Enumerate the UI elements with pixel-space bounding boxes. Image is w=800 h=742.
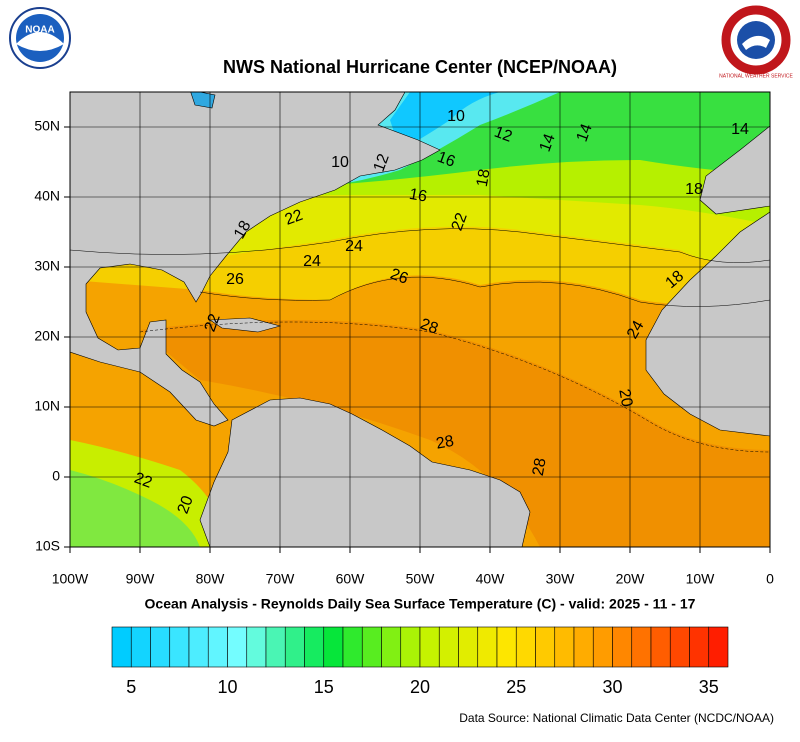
lon-label: 50W: [406, 571, 436, 587]
contour-label: 22: [132, 470, 155, 492]
contour-label: 28: [418, 316, 441, 338]
source: Data Source: National Climatic Data Cent…: [459, 711, 774, 725]
contour-label: 26: [226, 271, 244, 288]
colorbar-box: [150, 626, 171, 668]
contour-label: 22: [449, 211, 471, 234]
colorbar-box: [650, 626, 671, 668]
caption: Ocean Analysis - Reynolds Daily Sea Surf…: [145, 596, 696, 612]
colorbar-box: [304, 626, 325, 668]
lon-label: 90W: [126, 571, 156, 587]
colorbar-box: [400, 626, 421, 668]
contour-label: 28: [530, 457, 550, 478]
colorbar-label: 10: [217, 677, 237, 697]
colorbar-box: [265, 626, 286, 668]
contour-label: 12: [371, 152, 393, 175]
colorbar-label: 25: [506, 677, 526, 697]
contour-label: 20: [175, 494, 197, 517]
colorbar-box: [592, 626, 613, 668]
grid: 50N 40N 30N 20N 10N 0 10S 100W 90W 80W 70W 60W 50W 40…: [34, 92, 774, 587]
contour-label: 24: [303, 253, 321, 270]
colorbar-box: [130, 626, 151, 668]
colorbar-box: [438, 626, 459, 668]
colorbar-box: [554, 626, 575, 668]
contour-label: 14: [731, 121, 749, 138]
logo-text: NATIONAL WEATHER SERVICE: [719, 73, 793, 79]
colorbar-box: [246, 626, 267, 668]
colorbar-box: [515, 626, 536, 668]
colorbar-box: [535, 626, 556, 668]
colorbar-box: [689, 626, 710, 668]
logo-text: NOAA: [25, 25, 54, 36]
lon-label: 80W: [196, 571, 226, 587]
lon-label: 0: [766, 571, 774, 587]
contour-label: 26: [388, 266, 411, 288]
colorbar-box: [708, 626, 729, 668]
colorbar-box: [458, 626, 479, 668]
contour-label: 14: [537, 132, 559, 155]
colorbar-box: [323, 626, 344, 668]
contour-label: 24: [345, 238, 363, 255]
lat-label: 10N: [34, 398, 60, 414]
colorbar-box: [342, 626, 363, 668]
contour-label: 18: [685, 181, 703, 198]
contour-label: 18: [474, 168, 494, 189]
colorbar-box: [496, 626, 517, 668]
lon-label: 100W: [52, 571, 89, 587]
noaa-logo: NOAA: [9, 7, 71, 69]
colorbar-box: [207, 626, 228, 668]
lat-label: 30N: [34, 258, 60, 274]
colorbar-box: [477, 626, 498, 668]
colorbar-box: [573, 626, 594, 668]
lat-label: 10S: [35, 538, 60, 554]
colorbar-box: [419, 626, 440, 668]
lat-label: 20N: [34, 328, 60, 344]
contour-label: 22: [283, 207, 306, 229]
contour-label: 10: [331, 154, 349, 171]
lat-label: 0: [52, 468, 60, 484]
lat-label: 40N: [34, 188, 60, 204]
nws-logo: NATIONAL WEATHER SERVICE: [719, 5, 794, 79]
lon-label: 20W: [616, 571, 646, 587]
colorbar-box: [284, 626, 305, 668]
contour-label: 14: [574, 122, 596, 145]
contour-label: 12: [492, 124, 515, 146]
contour-label: 18: [231, 218, 255, 242]
colorbar-box: [612, 626, 633, 668]
colorbar-label: 5: [126, 677, 136, 697]
contour-label: 24: [624, 318, 648, 342]
colorbar-label: 15: [314, 677, 334, 697]
contour-label: 16: [408, 186, 429, 206]
lat-label: 50N: [34, 118, 60, 134]
colorbar-box: [111, 626, 132, 668]
colorbar-label: 35: [699, 677, 719, 697]
colorbar-box: [361, 626, 382, 668]
lon-label: 60W: [336, 571, 366, 587]
colorbar-box: [631, 626, 652, 668]
contour-label: 16: [435, 149, 458, 171]
contour-label: 28: [435, 433, 456, 453]
colorbar-box: [227, 626, 248, 668]
lon-label: 70W: [266, 571, 296, 587]
contour-label: 22: [202, 312, 224, 335]
colorbar: 5 10 15 20 25 30 35: [111, 626, 729, 697]
contour-label: 10: [447, 108, 465, 125]
lon-label: 40W: [476, 571, 506, 587]
lon-label: 10W: [686, 571, 716, 587]
colorbar-box: [188, 626, 209, 668]
lon-label: 30W: [546, 571, 576, 587]
colorbar-box: [669, 626, 690, 668]
colorbar-label: 20: [410, 677, 430, 697]
title: NWS National Hurricane Center (NCEP/NOAA…: [223, 57, 617, 77]
colorbar-box: [381, 626, 402, 668]
contour-label: 20: [615, 388, 635, 409]
colorbar-label: 30: [602, 677, 622, 697]
colorbar-box: [169, 626, 190, 668]
